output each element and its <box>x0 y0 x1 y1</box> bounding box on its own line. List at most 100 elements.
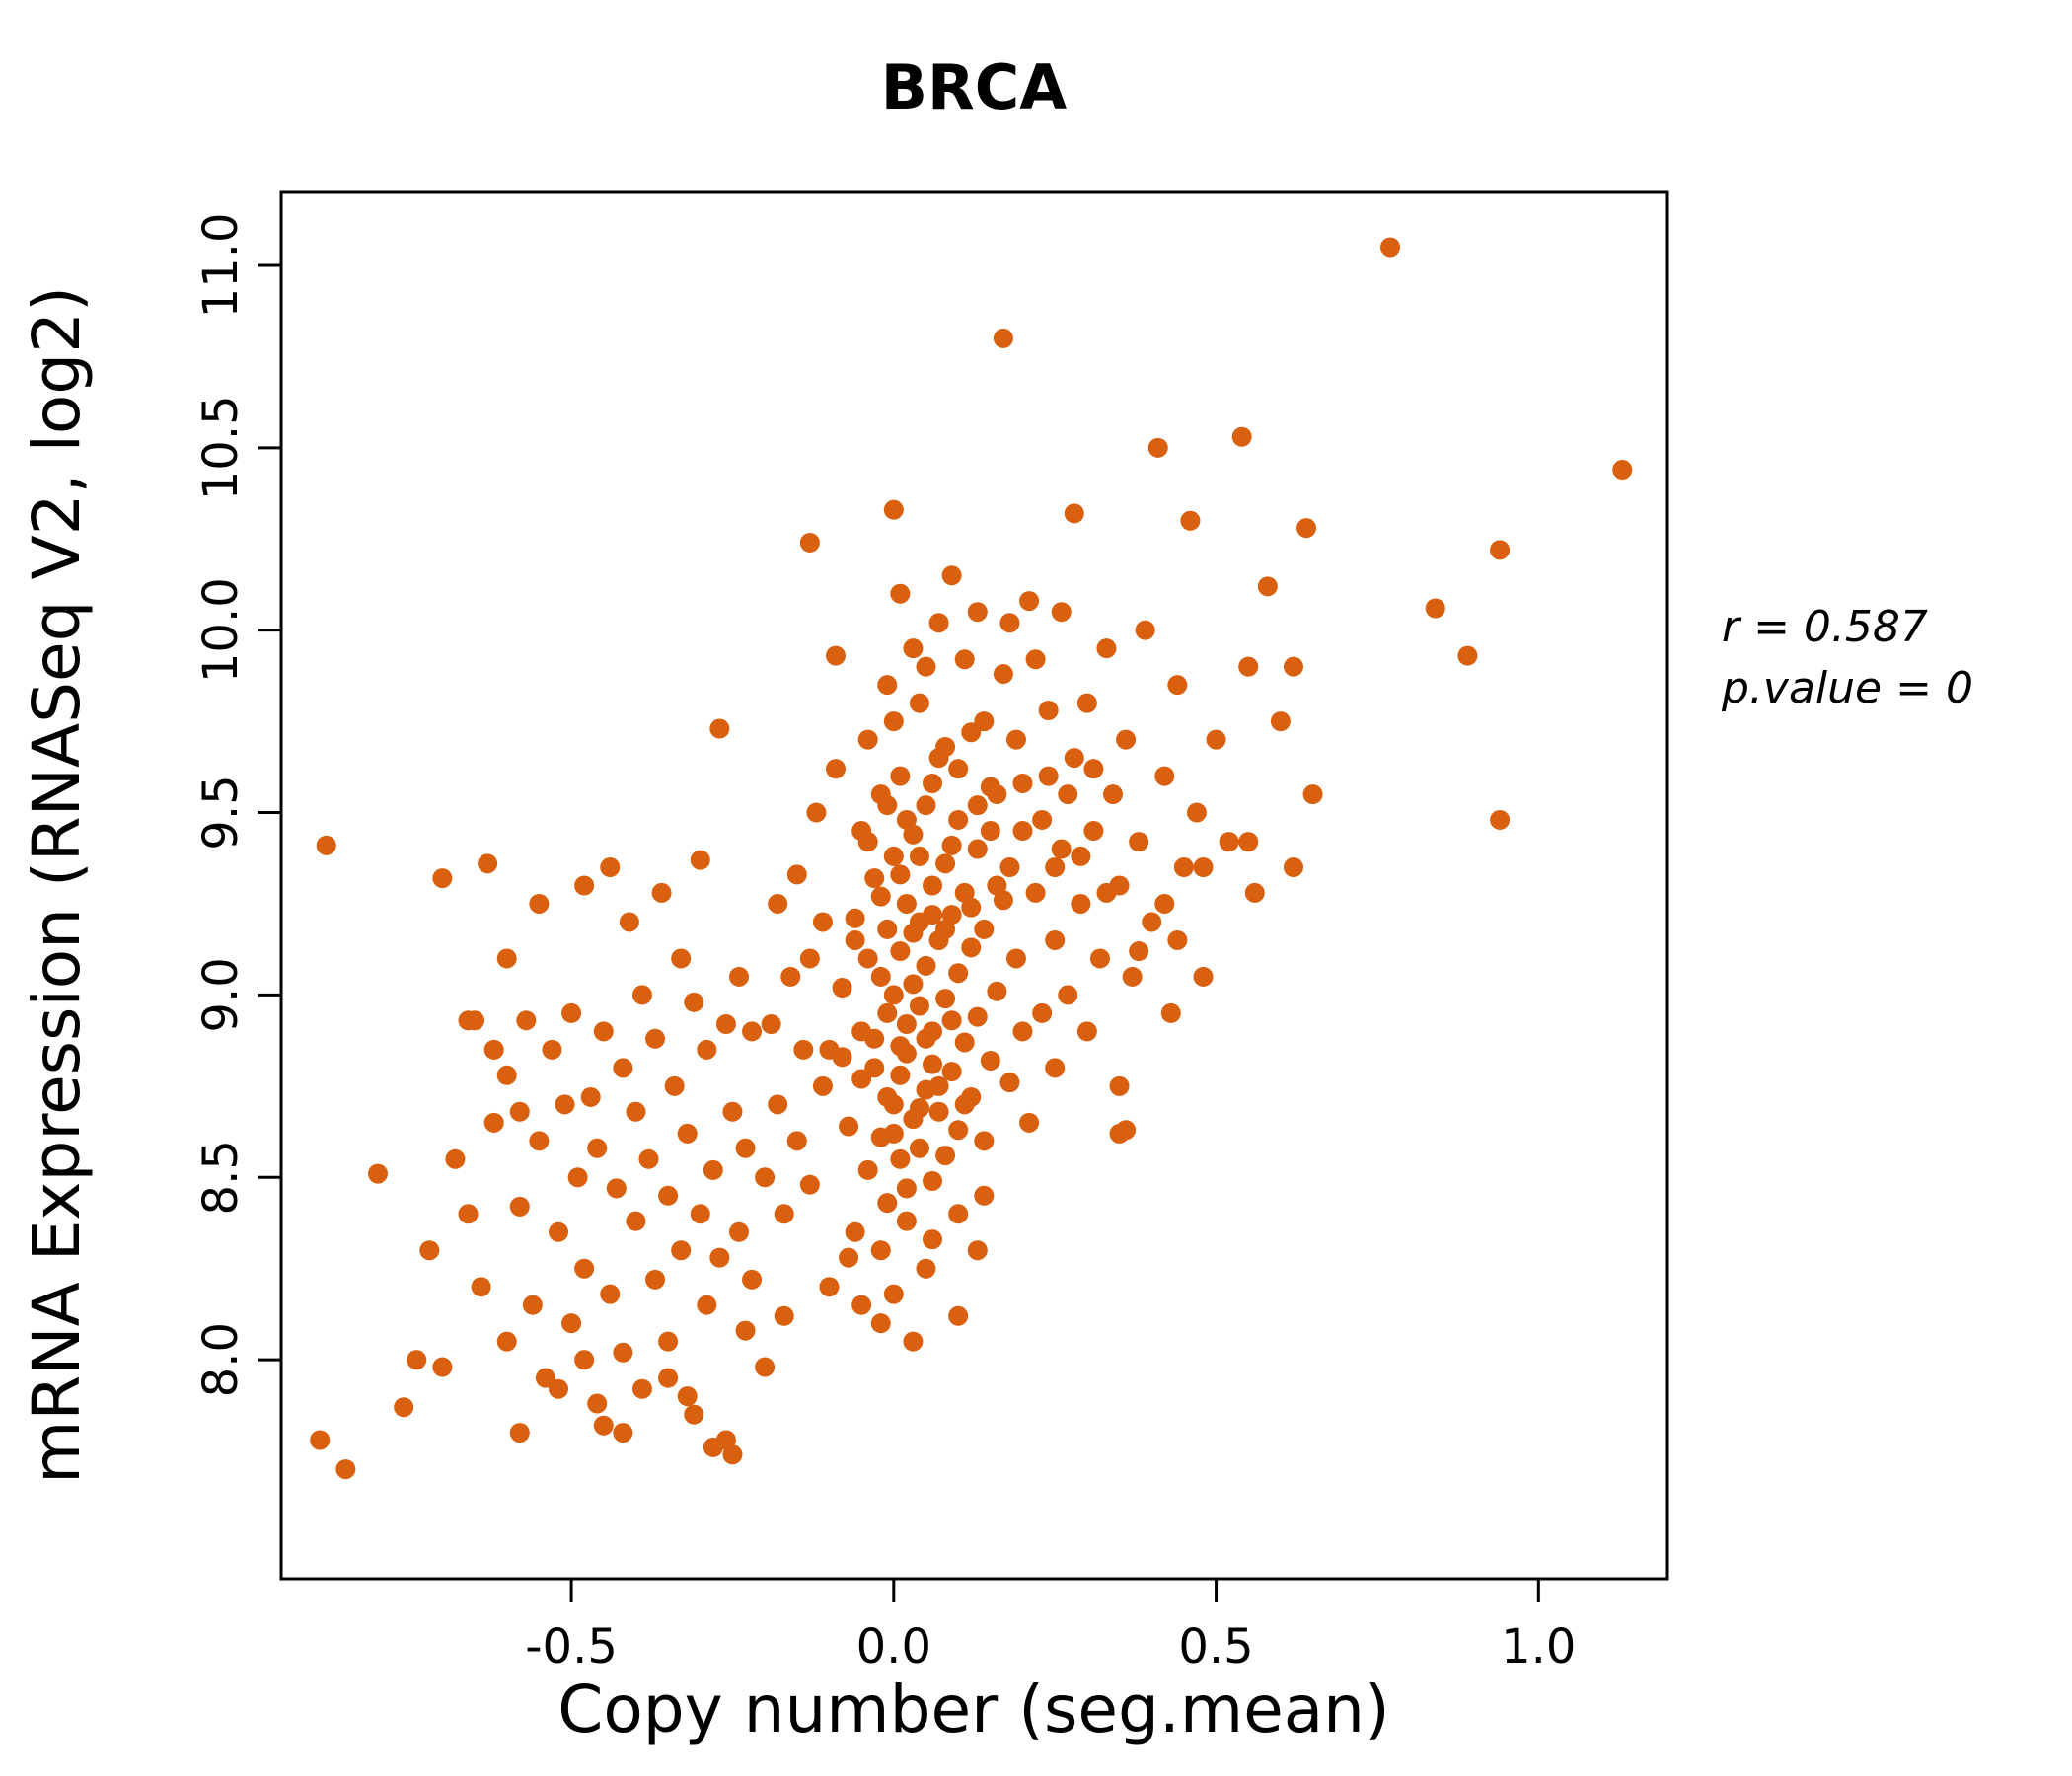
data-point <box>1064 748 1084 769</box>
data-point <box>465 1010 485 1031</box>
data-point <box>890 864 911 885</box>
data-point <box>799 1174 820 1195</box>
data-point <box>549 1378 568 1399</box>
data-point <box>786 1131 807 1151</box>
data-point <box>722 1101 743 1122</box>
y-tick-label: 9.5 <box>193 775 249 850</box>
data-point <box>1238 832 1259 852</box>
x-axis-title: Copy number (seg.mean) <box>557 1671 1390 1747</box>
data-point <box>1270 711 1291 732</box>
data-point <box>1490 809 1511 830</box>
data-point <box>549 1221 568 1242</box>
y-tick-label: 11.0 <box>193 213 249 319</box>
data-point <box>658 1368 679 1388</box>
data-point <box>335 1459 356 1480</box>
data-point <box>542 1039 562 1060</box>
data-point <box>1612 460 1633 480</box>
data-point <box>1173 857 1194 878</box>
data-point <box>923 1170 943 1191</box>
data-point <box>664 1075 685 1096</box>
data-point <box>522 1295 543 1315</box>
data-point <box>870 886 891 907</box>
data-point <box>877 1002 898 1023</box>
data-point <box>909 1138 929 1158</box>
data-point <box>967 1240 988 1261</box>
data-point <box>941 1010 962 1031</box>
data-point <box>864 868 885 889</box>
data-point <box>483 1039 504 1060</box>
y-axis-ticks: 8.0 8.5 9.0 9.5 10.0 10.5 11.0 <box>193 213 281 1397</box>
data-point <box>877 1086 898 1107</box>
data-point <box>1083 821 1104 842</box>
data-point <box>806 802 827 823</box>
data-point <box>993 328 1013 348</box>
data-point <box>1005 948 1026 969</box>
data-point <box>1167 675 1188 696</box>
data-point <box>1089 948 1110 969</box>
data-point <box>974 1131 995 1151</box>
data-point <box>974 919 995 939</box>
data-point <box>870 1240 891 1261</box>
data-point <box>903 638 924 659</box>
data-point <box>1012 773 1033 793</box>
data-point <box>903 1331 924 1352</box>
data-point <box>651 882 672 903</box>
data-point <box>1283 656 1303 677</box>
data-point <box>593 1415 614 1436</box>
data-point <box>941 835 962 855</box>
data-point <box>587 1393 608 1414</box>
data-point <box>561 1313 582 1334</box>
data-point <box>1071 846 1091 866</box>
data-point <box>1045 929 1066 950</box>
data-point <box>496 1331 517 1352</box>
data-point <box>509 1101 530 1122</box>
data-point <box>1244 882 1265 903</box>
data-point <box>755 1357 776 1377</box>
data-point <box>923 905 943 925</box>
data-point <box>458 1204 479 1224</box>
data-point <box>1302 784 1323 805</box>
data-point <box>1019 1112 1040 1133</box>
data-point <box>948 809 969 830</box>
data-point <box>826 759 846 779</box>
data-point <box>432 1357 453 1377</box>
data-point <box>980 1050 1000 1071</box>
data-point <box>1038 701 1059 721</box>
data-point <box>987 981 1007 1001</box>
data-point <box>896 809 917 830</box>
data-point <box>1012 821 1033 842</box>
data-point <box>613 1058 633 1078</box>
data-point <box>845 1221 865 1242</box>
data-point <box>1425 598 1445 619</box>
data-point <box>961 937 982 958</box>
data-point <box>999 1073 1020 1093</box>
data-point <box>870 966 891 987</box>
data-point <box>690 850 710 870</box>
data-point <box>1032 809 1053 830</box>
data-point <box>877 1193 898 1214</box>
data-point <box>916 656 936 677</box>
data-point <box>935 919 956 939</box>
data-point <box>631 985 652 1005</box>
data-point <box>1005 729 1026 750</box>
data-point <box>980 821 1000 842</box>
data-point <box>606 1178 627 1199</box>
data-point <box>1186 802 1207 823</box>
data-point <box>1051 839 1072 859</box>
data-point <box>509 1196 530 1217</box>
data-point <box>735 1320 756 1341</box>
chart-title: BRCA <box>881 51 1067 123</box>
data-point <box>999 857 1020 878</box>
data-point <box>793 1039 814 1060</box>
data-point <box>916 955 936 976</box>
data-point <box>471 1277 491 1297</box>
data-point <box>677 1123 698 1144</box>
data-point <box>697 1039 717 1060</box>
data-point <box>580 1086 601 1107</box>
data-point <box>974 711 995 732</box>
data-point <box>1142 912 1162 932</box>
data-point <box>883 846 904 866</box>
data-point <box>684 992 704 1012</box>
data-point <box>310 1430 331 1450</box>
